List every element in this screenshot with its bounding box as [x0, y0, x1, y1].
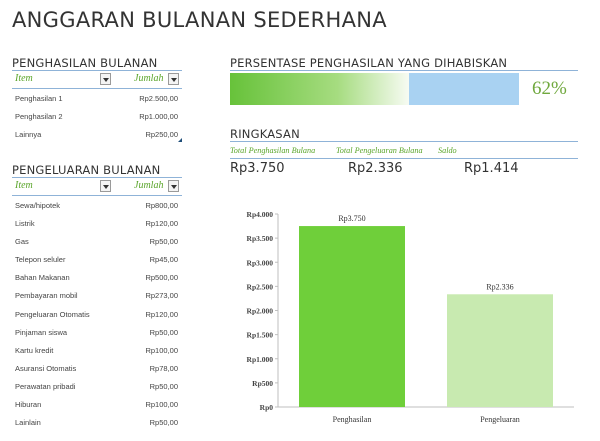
expenses-amount-filter-dropdown[interactable] — [168, 180, 179, 192]
summary-table-header: Total Penghasilan Bulana Total Pengeluar… — [230, 144, 578, 159]
row-value: Rp1.000,00 — [139, 112, 178, 122]
row-label: Penghasilan 2 — [15, 112, 63, 122]
table-row[interactable]: Bahan Makanan Rp500,00 — [12, 268, 182, 286]
expenses-heading-rule — [12, 177, 182, 178]
row-label: Telepon seluler — [15, 255, 66, 265]
y-tick-label: Rp3.000 — [247, 258, 274, 267]
table-row[interactable]: Lainnya Rp250,00 — [12, 125, 182, 143]
row-value: Rp50,00 — [149, 327, 178, 337]
income-expense-chart: Rp0 Rp500 Rp1.000 Rp1.500 Rp2.000 Rp2.500 Rp3.… — [247, 210, 574, 424]
bar-penghasilan — [299, 226, 405, 407]
expenses-col-amount: Jumlah — [134, 180, 164, 191]
percent-spent-heading: PERSENTASE PENGHASILAN YANG DIHABISKAN — [230, 56, 508, 70]
row-value: Rp800,00 — [145, 201, 178, 210]
row-label: Penghasilan 1 — [15, 94, 63, 103]
percent-spent-bar — [230, 73, 519, 105]
row-value: Rp500,00 — [145, 273, 178, 283]
expenses-table: Item Jumlah Sewa/hipotek Rp800,00 Listrik… — [12, 179, 182, 431]
table-row[interactable]: Hiburan Rp100,00 — [12, 395, 182, 413]
income-item-filter-dropdown[interactable] — [100, 73, 111, 85]
row-value: Rp120,00 — [145, 219, 178, 229]
row-value: Rp273,00 — [145, 291, 178, 301]
table-row[interactable]: Pembayaran mobil Rp273,00 — [12, 286, 182, 304]
page-title: ANGGARAN BULANAN SEDERHANA — [12, 8, 387, 32]
y-tick-label: Rp4.000 — [247, 210, 274, 219]
percent-spent-bar-remainder — [409, 73, 519, 105]
expenses-item-filter-dropdown[interactable] — [100, 180, 111, 192]
row-label: Pembayaran mobil — [15, 291, 78, 301]
summary-heading: RINGKASAN — [230, 127, 300, 141]
income-table-header: Item Jumlah — [12, 72, 182, 89]
row-label: Bahan Makanan — [15, 273, 70, 283]
row-value: Rp2.500,00 — [139, 94, 178, 103]
row-label: Sewa/hipotek — [15, 201, 61, 210]
row-value: Rp50,00 — [149, 418, 178, 428]
table-row[interactable]: Sewa/hipotek Rp800,00 — [12, 196, 182, 214]
summary-col-balance: Saldo — [438, 146, 457, 155]
income-col-item: Item — [15, 73, 33, 84]
y-tick-label: Rp1.500 — [247, 331, 274, 340]
summary-balance: Rp1.414 — [464, 161, 519, 176]
row-label: Pengeluaran Otomatis — [15, 309, 90, 319]
y-tick-label: Rp0 — [260, 403, 274, 412]
row-value: Rp45,00 — [149, 255, 178, 265]
row-label: Lainnya — [15, 130, 42, 140]
table-row[interactable]: Telepon seluler Rp45,00 — [12, 250, 182, 268]
table-row[interactable]: Perawatan pribadi Rp50,00 — [12, 377, 182, 395]
row-value: Rp100,00 — [145, 400, 178, 410]
data-label: Rp3.750 — [338, 214, 365, 223]
summary-total-income: Rp3.750 — [230, 161, 285, 176]
table-row[interactable]: Pengeluaran Otomatis Rp120,00 — [12, 305, 182, 323]
table-row[interactable]: Asuransi Otomatis Rp78,00 — [12, 359, 182, 377]
summary-col-expense: Total Pengeluaran Bulana — [336, 146, 423, 155]
expenses-table-header: Item Jumlah — [12, 179, 182, 196]
y-tick-label: Rp500 — [252, 379, 273, 388]
percent-spent-heading-rule — [230, 70, 578, 71]
data-label: Rp2.336 — [486, 282, 513, 291]
x-tick-label: Pengeluaran — [480, 415, 520, 424]
table-resize-handle[interactable] — [178, 138, 182, 143]
income-amount-filter-dropdown[interactable] — [168, 73, 179, 85]
row-label: Kartu kredit — [15, 345, 54, 355]
row-label: Hiburan — [15, 400, 42, 410]
row-value: Rp100,00 — [145, 345, 178, 355]
y-tick-label: Rp3.500 — [247, 234, 274, 243]
table-row[interactable]: Pinjaman siswa Rp50,00 — [12, 323, 182, 341]
expenses-col-item: Item — [15, 180, 33, 191]
y-tick-label: Rp2.500 — [247, 282, 274, 291]
row-label: Gas — [15, 237, 29, 247]
table-row[interactable]: Kartu kredit Rp100,00 — [12, 341, 182, 359]
x-tick-label: Penghasilan — [333, 415, 372, 424]
table-row[interactable]: Penghasilan 1 Rp2.500,00 — [12, 89, 182, 107]
y-tick-label: Rp1.000 — [247, 355, 274, 364]
row-value: Rp78,00 — [149, 363, 178, 373]
row-value: Rp50,00 — [149, 237, 178, 247]
summary-heading-rule — [230, 141, 578, 142]
percent-spent-bar-fill — [230, 73, 410, 105]
row-label: Lainlain — [15, 418, 41, 428]
summary-total-expense: Rp2.336 — [348, 161, 403, 176]
percent-spent-value: 62% — [532, 78, 567, 99]
income-heading: PENGHASILAN BULANAN — [12, 56, 158, 70]
table-row[interactable]: Lainlain Rp50,00 — [12, 413, 182, 431]
income-table: Item Jumlah Penghasilan 1 Rp2.500,00 Pen… — [12, 72, 182, 143]
income-col-amount: Jumlah — [134, 73, 164, 84]
table-row[interactable]: Gas Rp50,00 — [12, 232, 182, 250]
summary-col-income: Total Penghasilan Bulana — [230, 146, 316, 155]
row-value: Rp250,00 — [145, 130, 178, 140]
row-value: Rp120,00 — [145, 309, 178, 319]
income-heading-rule — [12, 70, 182, 71]
row-label: Asuransi Otomatis — [15, 363, 77, 373]
table-row[interactable]: Penghasilan 2 Rp1.000,00 — [12, 107, 182, 125]
row-value: Rp50,00 — [149, 381, 178, 391]
y-tick-label: Rp2.000 — [247, 307, 274, 316]
row-label: Perawatan pribadi — [15, 381, 76, 391]
bar-pengeluaran — [447, 294, 553, 407]
table-row[interactable]: Listrik Rp120,00 — [12, 214, 182, 232]
row-label: Listrik — [15, 219, 35, 229]
expenses-heading: PENGELUARAN BULANAN — [12, 163, 161, 177]
row-label: Pinjaman siswa — [15, 327, 68, 337]
